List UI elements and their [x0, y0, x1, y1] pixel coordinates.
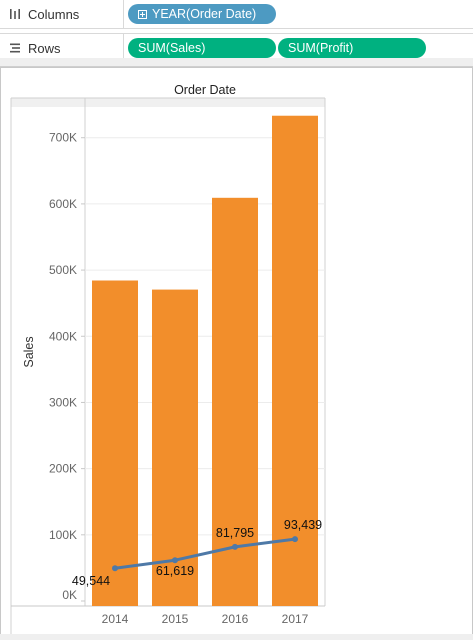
profit-point[interactable] — [292, 536, 298, 543]
shelf-separator — [0, 58, 473, 67]
sum-profit-pill[interactable]: SUM(Profit) — [278, 38, 426, 58]
x-tick-label: 2014 — [102, 612, 129, 626]
profit-data-label: 61,619 — [156, 564, 194, 578]
y-tick-label: 600K — [49, 197, 77, 211]
sum-profit-pill-label: SUM(Profit) — [288, 41, 354, 55]
sales-bar[interactable] — [272, 115, 318, 606]
rows-shelf-label: Rows — [28, 40, 61, 56]
y-tick-label: 700K — [49, 131, 77, 145]
viz-pane: Order Date Sales 0K 100K 200K 300K 400K 500K 6… — [0, 67, 473, 635]
year-order-date-pill[interactable]: YEAR(Order Date) — [128, 4, 276, 24]
columns-shelf-label-area: Columns — [0, 0, 124, 28]
year-order-date-pill-label: YEAR(Order Date) — [152, 7, 257, 21]
columns-icon — [6, 8, 24, 20]
sales-bar[interactable] — [92, 280, 138, 606]
y-tick-label: 300K — [49, 395, 77, 409]
y-tick-label: 500K — [49, 263, 77, 277]
profit-point[interactable] — [112, 565, 118, 572]
y-tick-label: 400K — [49, 329, 77, 343]
sales-bar[interactable] — [212, 197, 258, 606]
rows-shelf-label-area: Rows — [0, 34, 124, 62]
columns-shelf: Columns YEAR(Order Date) — [0, 0, 473, 29]
x-tick-label: 2015 — [162, 612, 189, 626]
chart-svg: Order Date Sales 0K 100K 200K 300K 400K 500K 6… — [10, 83, 326, 634]
sum-sales-pill[interactable]: SUM(Sales) — [128, 38, 276, 58]
y-axis-title: Sales — [22, 336, 36, 367]
profit-data-label: 81,795 — [216, 526, 254, 540]
header-band — [11, 98, 325, 107]
sum-sales-pill-label: SUM(Sales) — [138, 41, 206, 55]
expand-plus-icon[interactable] — [138, 10, 147, 19]
rows-icon — [6, 42, 24, 54]
chart-title: Order Date — [174, 83, 236, 97]
y-tick-label: 200K — [49, 462, 77, 476]
profit-point[interactable] — [172, 557, 178, 564]
y-tick-label: 0K — [62, 588, 77, 602]
sales-bar[interactable] — [152, 289, 198, 606]
status-separator — [0, 634, 473, 640]
profit-line — [114, 537, 296, 570]
profit-data-label: 49,544 — [72, 574, 110, 588]
y-tick-label: 100K — [49, 528, 77, 542]
profit-point[interactable] — [232, 543, 238, 550]
x-tick-label: 2016 — [222, 612, 249, 626]
columns-shelf-label: Columns — [28, 6, 80, 22]
profit-data-label: 93,439 — [284, 518, 322, 532]
x-tick-label: 2017 — [282, 612, 309, 626]
